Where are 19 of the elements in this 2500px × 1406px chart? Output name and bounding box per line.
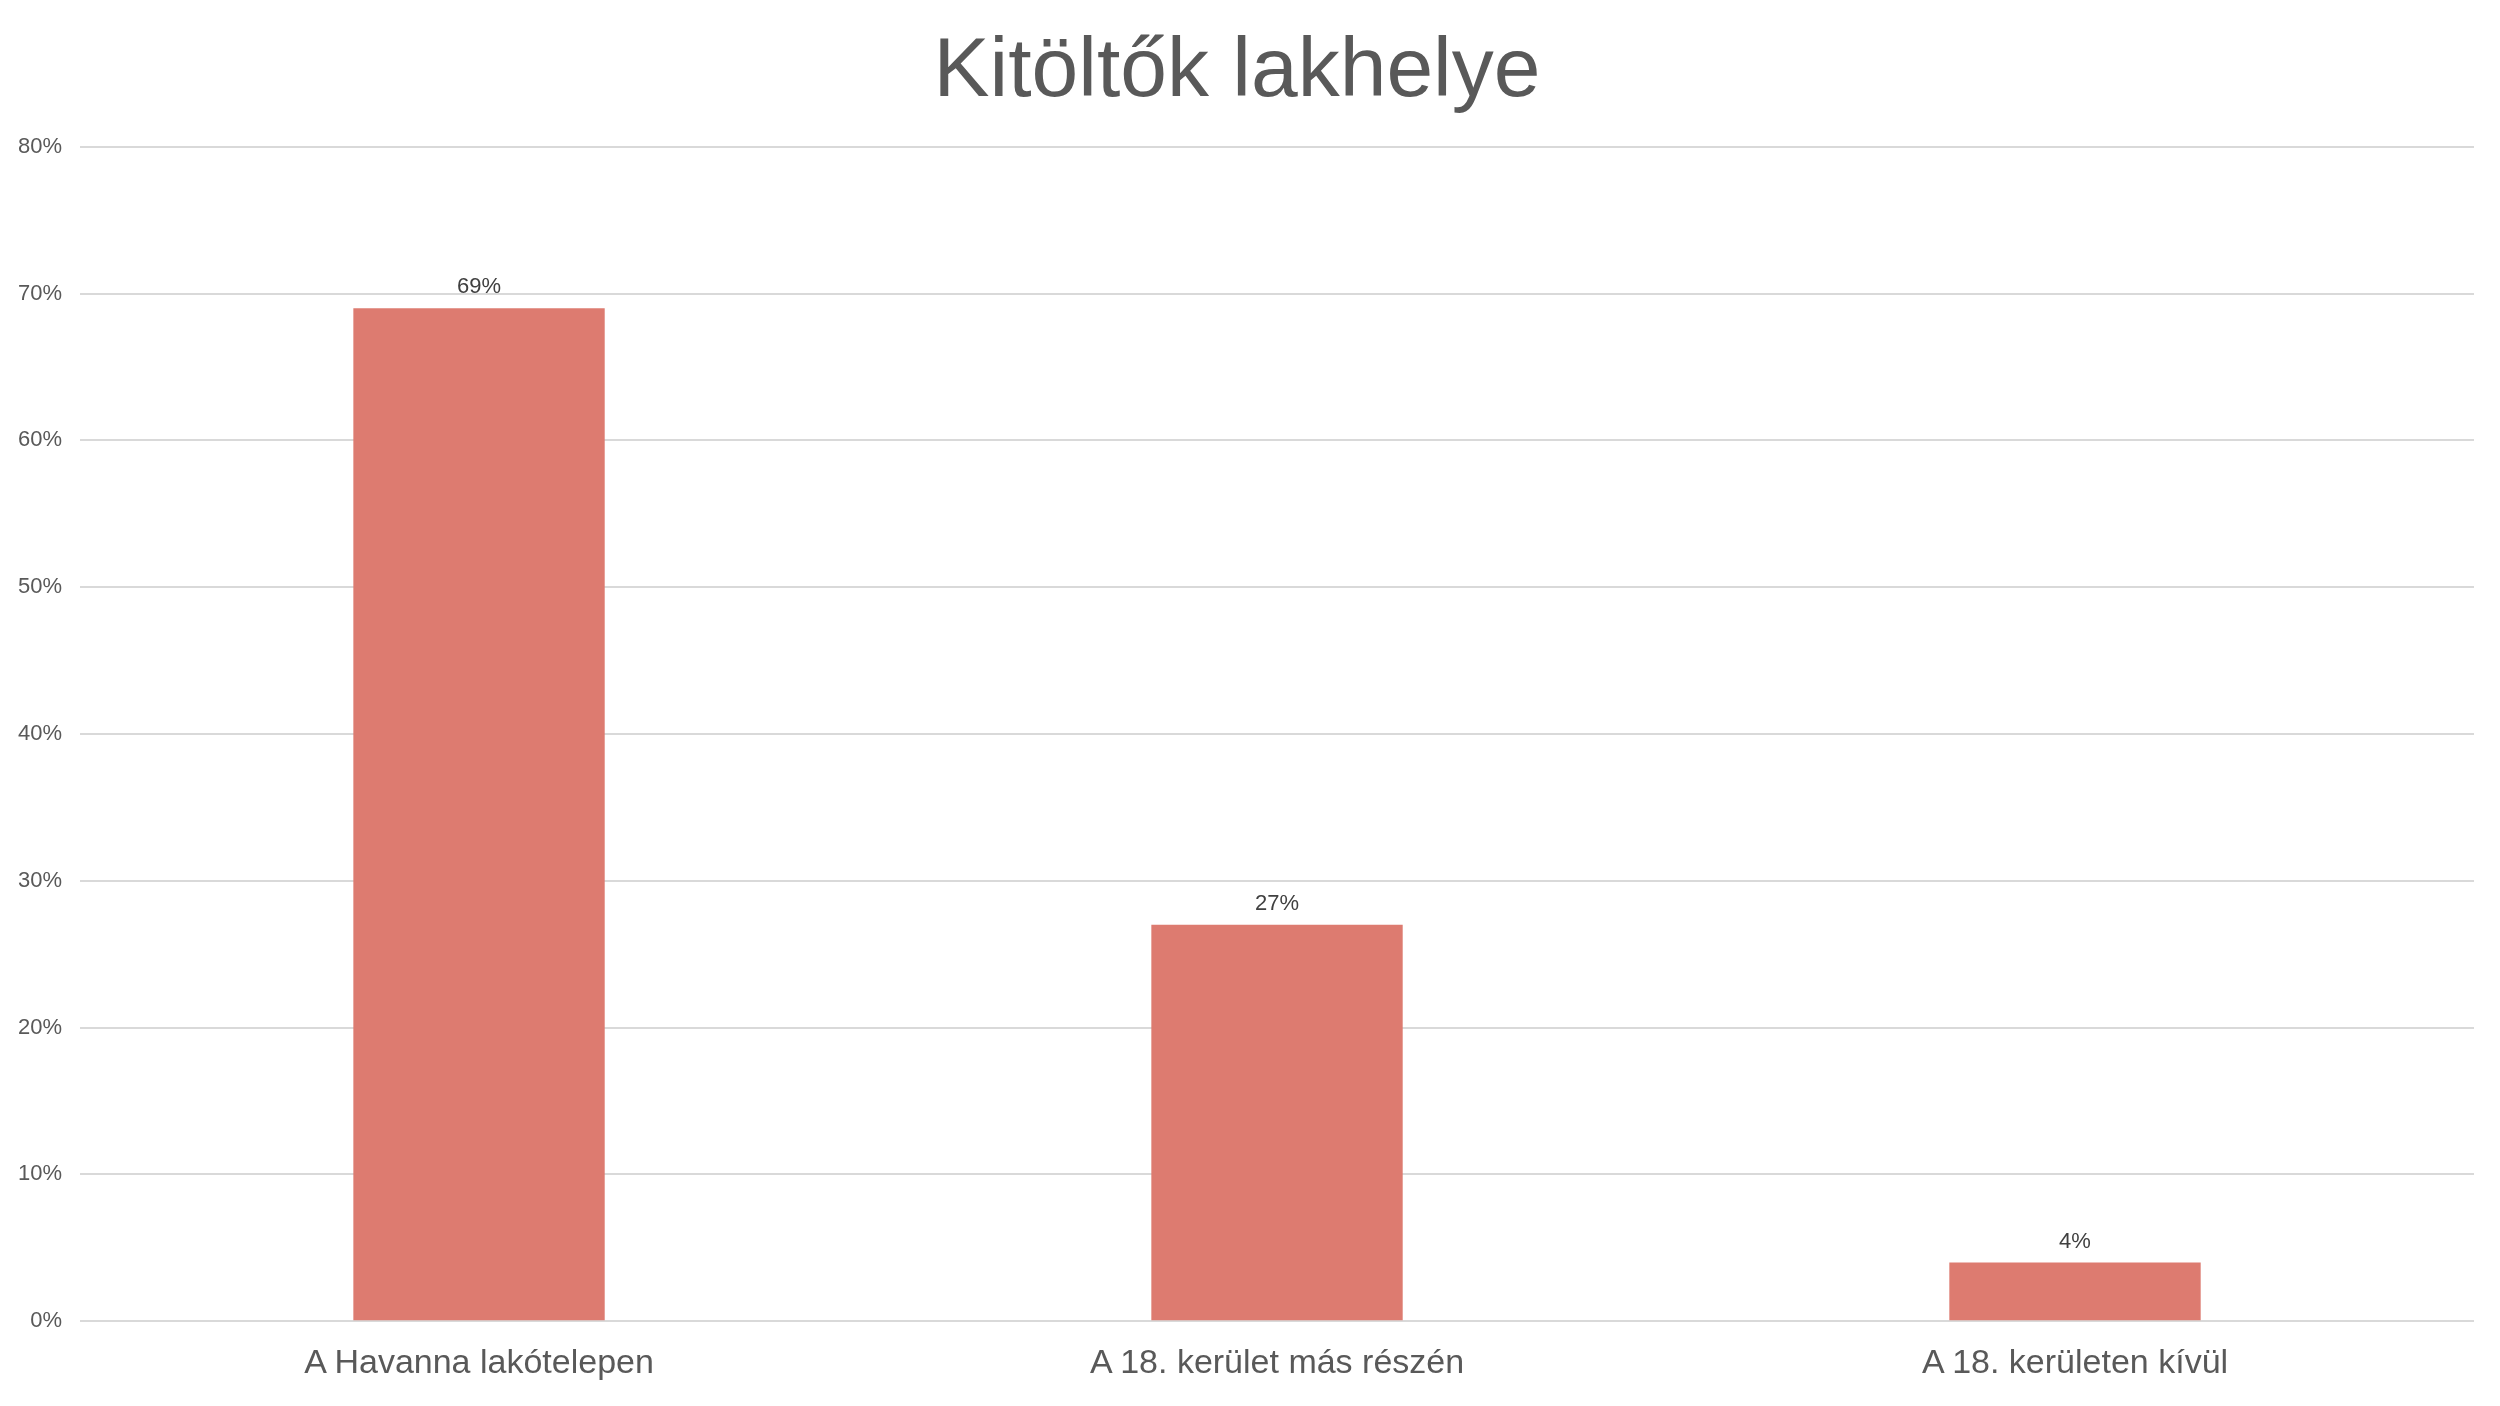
y-tick-label: 80% bbox=[17, 132, 63, 158]
y-tick-label: 20% bbox=[17, 1013, 63, 1039]
y-tick-label: 0% bbox=[30, 1307, 63, 1333]
bar bbox=[1949, 1262, 2201, 1321]
chart-title: Kitöltők lakhelye bbox=[933, 19, 1541, 114]
y-tick-label: 10% bbox=[17, 1160, 63, 1186]
data-label: 69% bbox=[457, 273, 502, 299]
y-tick-label: 50% bbox=[17, 573, 63, 599]
y-tick-label: 70% bbox=[17, 279, 63, 305]
x-tick-label: A 18. kerület más részén bbox=[1089, 1341, 1465, 1380]
bar bbox=[353, 308, 605, 1321]
y-tick-label: 30% bbox=[17, 866, 63, 892]
bar bbox=[1151, 924, 1403, 1321]
data-label: 27% bbox=[1254, 889, 1300, 915]
y-tick-label: 40% bbox=[17, 720, 63, 746]
data-label: 4% bbox=[2059, 1227, 2091, 1253]
y-tick-label: 60% bbox=[17, 426, 63, 452]
x-tick-label: A Havanna lakótelepen bbox=[304, 1341, 654, 1380]
x-tick-label: A 18. kerületen kívül bbox=[1921, 1341, 2229, 1380]
